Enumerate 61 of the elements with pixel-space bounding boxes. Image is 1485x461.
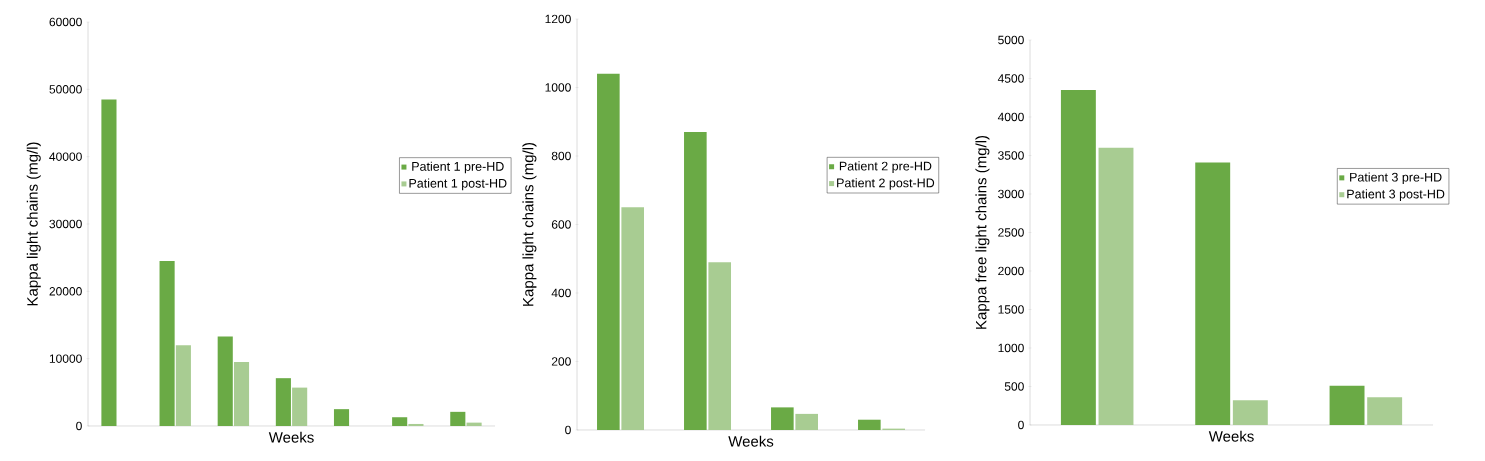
bar [333,409,350,426]
bar [708,262,732,430]
legend-label: Patient 1 post-HD [409,178,507,191]
y-tick-label: 0 [76,421,82,431]
bar [101,99,117,426]
bar [217,336,233,426]
y-tick-label: 5000 [998,35,1024,45]
y-axis-title: Kappa light chains (mg/l) [26,142,41,306]
legend-label: Patient 1 pre-HD [412,161,504,174]
bar [858,419,881,430]
x-axis-title: Weeks [728,435,774,447]
y-tick-label: 30000 [49,219,82,229]
bar [175,345,191,426]
y-tick-label: 2500 [998,228,1024,237]
y-tick-label: 4000 [997,112,1024,122]
bar [1232,400,1268,425]
y-axis-title: Kappa light chains (mg/l) [522,142,537,306]
y-tick-label: 4500 [997,74,1024,83]
y-tick-label: 60000 [49,17,82,27]
bar [597,73,620,430]
bar [684,132,707,430]
bar [795,413,819,430]
bar [159,261,175,426]
y-tick-label: 3500 [998,151,1024,160]
y-tick-label: 1000 [545,83,571,92]
legend-label: Patient 3 pre-HD [1350,172,1442,185]
y-tick-label: 600 [551,220,571,229]
bar [1098,147,1134,425]
bar [292,387,308,426]
y-tick-label: 400 [551,288,571,298]
bar [1060,90,1096,425]
bar [408,423,424,426]
y-tick-label: 0 [1018,420,1024,430]
y-tick-label: 10000 [49,354,82,363]
bar [392,417,408,426]
y-axis-title: Kappa free light chains (mg/l) [975,135,990,329]
y-tick-label: 500 [1004,382,1024,391]
bar [1367,397,1403,425]
y-tick-label: 50000 [49,85,82,94]
bar [621,207,645,430]
bar [1195,162,1231,425]
y-tick-label: 200 [551,357,571,366]
y-tick-label: 1500 [998,305,1024,314]
y-tick-label: 800 [551,151,571,161]
bar [275,378,291,426]
y-tick-label: 1200 [545,14,571,24]
y-tick-label: 3000 [998,189,1024,199]
y-tick-label: 40000 [49,152,82,161]
y-tick-label: 0 [565,425,571,435]
x-axis-title: Weeks [1208,430,1254,442]
x-axis-title: Weeks [268,431,314,443]
y-tick-label: 20000 [49,287,82,296]
y-tick-label: 1000 [998,343,1024,353]
y-tick-label: 2000 [998,266,1024,276]
bar [771,407,794,430]
legend-label: Patient 2 post-HD [837,178,935,190]
bar [1329,385,1365,425]
legend-label: Patient 3 post-HD [1347,189,1445,201]
bar [233,362,250,426]
legend-label: Patient 2 pre-HD [839,161,932,173]
bar [450,411,466,426]
